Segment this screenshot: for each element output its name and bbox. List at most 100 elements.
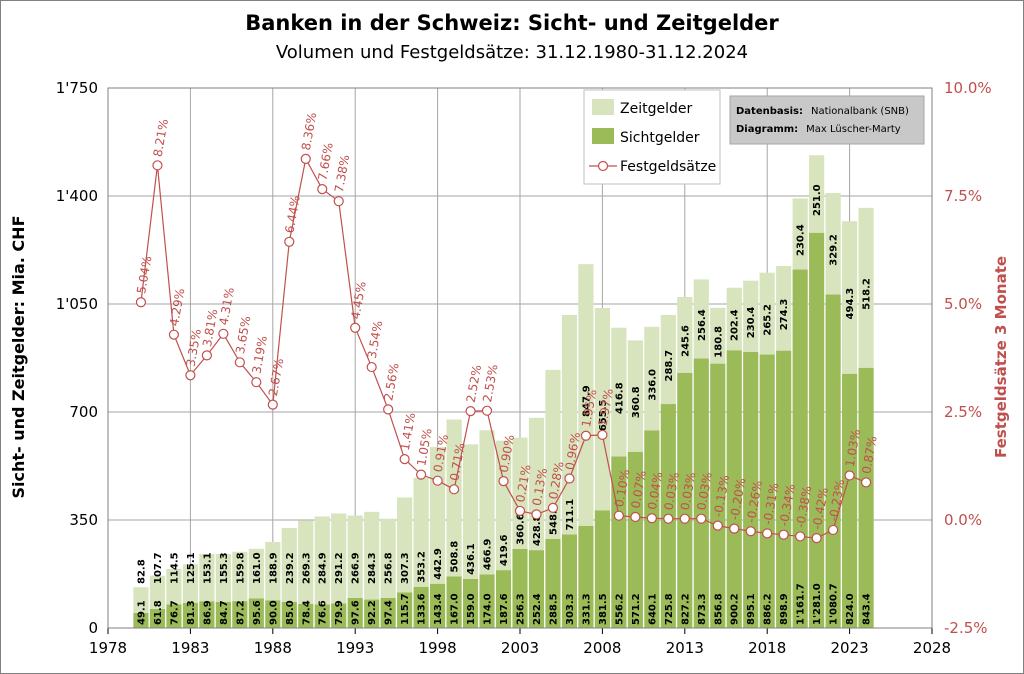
label-zeitgelder: 307.3 bbox=[400, 552, 411, 584]
label-festgeld: 2.56% bbox=[381, 362, 401, 402]
label-sichtgelder: 90.0 bbox=[268, 600, 279, 625]
label-festgeld: 7.66% bbox=[315, 142, 335, 182]
legend-label-festgeld: Festgeldsätze bbox=[620, 159, 716, 175]
festgeld-marker bbox=[168, 329, 180, 340]
label-sichtgelder: 640.1 bbox=[647, 593, 658, 625]
label-sichtgelder: 556.2 bbox=[614, 593, 625, 625]
label-zeitgelder: 353.2 bbox=[417, 551, 428, 583]
bar-zeitgelder bbox=[743, 280, 759, 352]
festgeld-marker bbox=[762, 528, 773, 539]
label-festgeld: 1.03% bbox=[843, 428, 863, 468]
festgeld-marker bbox=[383, 404, 394, 415]
bar-zeitgelder bbox=[842, 221, 858, 374]
festgeld-marker bbox=[267, 399, 278, 410]
festgeld-marker bbox=[580, 430, 592, 441]
label-zeitgelder: 508.8 bbox=[450, 541, 461, 573]
label-festgeld: 0.10% bbox=[612, 468, 632, 508]
bar-zeitgelder bbox=[495, 440, 512, 571]
festgeld-marker bbox=[844, 470, 855, 481]
label-zeitgelder: 239.2 bbox=[285, 552, 296, 584]
label-festgeld: 1.05% bbox=[414, 427, 434, 467]
label-sichtgelder: 97.6 bbox=[351, 600, 362, 625]
festgeld-marker bbox=[811, 533, 822, 544]
label-zeitgelder: 180.8 bbox=[713, 326, 724, 358]
label-festgeld: 3.54% bbox=[365, 320, 385, 360]
label-sichtgelder: 174.0 bbox=[483, 593, 494, 625]
label-sichtgelder: 725.8 bbox=[664, 593, 675, 625]
label-zeitgelder: 466.9 bbox=[483, 539, 494, 571]
bar-zeitgelder bbox=[364, 511, 380, 600]
label-festgeld: 4.31% bbox=[217, 286, 237, 326]
festgeld-marker bbox=[465, 406, 476, 417]
label-sichtgelder: 49.1 bbox=[136, 600, 147, 625]
label-zeitgelder: 155.3 bbox=[219, 552, 230, 584]
label-sichtgelder: 856.8 bbox=[713, 593, 724, 625]
label-festgeld: 0.03% bbox=[678, 471, 698, 511]
label-sichtgelder: 886.2 bbox=[763, 593, 774, 625]
axes: 0 350 700 1'050 1'400 1'750 -2.5% 0.0% 2.5% 5.0% 7… bbox=[56, 79, 992, 657]
festgeld-marker bbox=[284, 236, 295, 247]
bar-zeitgelder bbox=[479, 430, 495, 575]
rate-labels: 5.04% 8.21% 4.29%3.35%3.81%4.31%3.65%3.19%… bbox=[134, 111, 880, 530]
bar-zeitgelder bbox=[825, 192, 841, 295]
label-zeitgelder: 159.8 bbox=[235, 552, 246, 584]
bar-sichtgelder bbox=[792, 269, 808, 628]
bar-sichtgelder bbox=[133, 612, 149, 628]
label-sichtgelder: 61.8 bbox=[153, 600, 164, 625]
festgeld-marker bbox=[185, 370, 196, 381]
label-festgeld: 4.29% bbox=[167, 287, 187, 327]
festgeld-marker bbox=[366, 361, 377, 373]
label-zeitgelder: 256.8 bbox=[384, 552, 395, 584]
label-sichtgelder: 87.2 bbox=[235, 600, 246, 625]
bar-zeitgelder bbox=[265, 541, 281, 601]
festgeld-marker bbox=[828, 524, 839, 536]
source-value-1: Nationalbank (SNB) bbox=[811, 106, 909, 117]
source-line-2: Diagramm: Max Lüscher-Marty bbox=[736, 119, 901, 136]
bar-sichtgelder bbox=[759, 354, 775, 628]
label-zeitgelder: 548.0 bbox=[548, 503, 559, 535]
label-zeitgelder: 125.1 bbox=[186, 552, 197, 584]
label-sichtgelder: 571.2 bbox=[631, 593, 642, 625]
bar-sichtgelder bbox=[578, 525, 594, 628]
bar-zeitgelder bbox=[677, 296, 693, 373]
label-sichtgelder: 873.3 bbox=[697, 593, 708, 625]
bar-zeitgelder bbox=[314, 516, 330, 605]
label-zeitgelder: 107.7 bbox=[153, 552, 164, 584]
label-zeitgelder: 153.1 bbox=[202, 552, 213, 584]
bar-zeitgelder bbox=[248, 548, 264, 599]
label-festgeld: 0.96% bbox=[563, 431, 583, 471]
label-zeitgelder: 416.8 bbox=[614, 382, 625, 414]
festgeld-marker bbox=[218, 328, 229, 339]
label-zeitgelder: 161.0 bbox=[252, 552, 263, 584]
y2-axis-label: Festgeldsätze 3 Monate bbox=[992, 256, 1010, 458]
label-sichtgelder: 159.0 bbox=[466, 593, 477, 625]
label-zeitgelder: 82.8 bbox=[136, 559, 147, 584]
bar-sichtgelder bbox=[166, 604, 182, 628]
bar-sichtgelder bbox=[314, 604, 330, 628]
label-festgeld: 1.41% bbox=[398, 412, 418, 452]
source-box: Datenbasis: Nationalbank (SNB) Diagramm:… bbox=[729, 95, 925, 145]
label-zeitgelder: 274.3 bbox=[779, 299, 790, 331]
bar-zeitgelder bbox=[611, 327, 627, 457]
label-sichtgelder: 76.7 bbox=[169, 600, 180, 625]
festgeld-marker bbox=[597, 429, 608, 440]
label-sichtgelder: 187.6 bbox=[499, 593, 510, 625]
x-tick-label: 2023 bbox=[831, 639, 869, 657]
y-axis-label: Sicht- und Zeitgelder: Mia. CHF bbox=[9, 216, 28, 499]
source-value-2: Max Lüscher-Marty bbox=[806, 124, 901, 135]
festgeld-marker bbox=[547, 502, 559, 514]
bar-sichtgelder bbox=[495, 570, 512, 628]
y-tick-label: 350 bbox=[69, 511, 98, 529]
label-sichtgelder: 288.5 bbox=[548, 593, 559, 625]
bar-sichtgelder bbox=[215, 601, 231, 628]
label-sichtgelder: 827.2 bbox=[680, 593, 691, 625]
bar-sichtgelder bbox=[347, 597, 363, 628]
festgeld-marker bbox=[416, 469, 427, 480]
label-zeitgelder: 419.6 bbox=[499, 534, 510, 566]
festgeld-marker bbox=[679, 513, 690, 524]
festgeld-marker bbox=[646, 513, 657, 524]
bar-zeitgelder bbox=[149, 575, 166, 609]
label-festgeld: 3.19% bbox=[249, 335, 269, 375]
bar-zeitgelder bbox=[578, 264, 594, 526]
